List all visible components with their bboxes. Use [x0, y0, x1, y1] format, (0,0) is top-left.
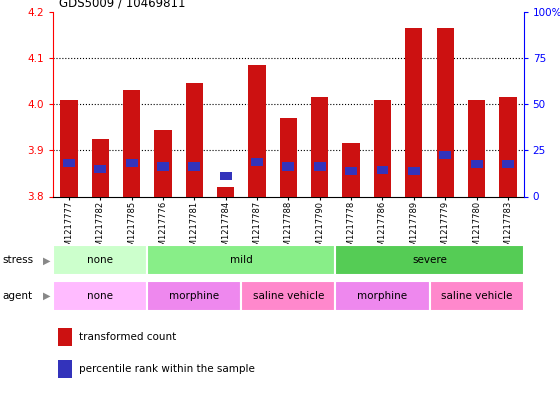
Bar: [58, 360, 72, 378]
Text: transformed count: transformed count: [79, 332, 176, 342]
Bar: [335, 245, 524, 275]
Bar: [157, 162, 169, 171]
Bar: [251, 158, 263, 166]
Bar: [220, 172, 232, 180]
Bar: [376, 166, 389, 174]
Bar: [405, 28, 422, 196]
Bar: [343, 143, 360, 196]
Bar: [186, 83, 203, 196]
Bar: [188, 162, 200, 171]
Text: agent: agent: [3, 291, 33, 301]
Text: ▶: ▶: [43, 291, 50, 301]
Bar: [92, 139, 109, 196]
Text: severe: severe: [412, 255, 447, 265]
Bar: [53, 245, 147, 275]
Text: ▶: ▶: [43, 255, 50, 265]
Text: morphine: morphine: [357, 291, 408, 301]
Bar: [217, 187, 234, 196]
Bar: [60, 99, 77, 196]
Text: percentile rank within the sample: percentile rank within the sample: [79, 364, 255, 374]
Bar: [94, 165, 106, 173]
Bar: [280, 118, 297, 196]
Bar: [241, 281, 335, 311]
Bar: [335, 281, 430, 311]
Bar: [125, 159, 138, 167]
Text: saline vehicle: saline vehicle: [441, 291, 512, 301]
Text: none: none: [87, 291, 113, 301]
Bar: [470, 160, 483, 168]
Text: mild: mild: [230, 255, 253, 265]
Text: morphine: morphine: [169, 291, 220, 301]
Bar: [500, 97, 516, 196]
Bar: [58, 328, 72, 346]
Bar: [345, 167, 357, 175]
Bar: [123, 90, 140, 196]
Bar: [147, 281, 241, 311]
Bar: [502, 160, 514, 168]
Bar: [314, 162, 326, 171]
Text: stress: stress: [3, 255, 34, 265]
Bar: [430, 281, 524, 311]
Bar: [282, 162, 295, 171]
Bar: [311, 97, 328, 196]
Bar: [408, 167, 420, 175]
Bar: [249, 65, 265, 196]
Text: GDS5009 / 10469811: GDS5009 / 10469811: [59, 0, 185, 10]
Bar: [63, 159, 75, 167]
Bar: [147, 245, 335, 275]
Text: saline vehicle: saline vehicle: [253, 291, 324, 301]
Bar: [53, 281, 147, 311]
Bar: [439, 151, 451, 159]
Bar: [374, 99, 391, 196]
Bar: [468, 99, 485, 196]
Text: none: none: [87, 255, 113, 265]
Bar: [155, 130, 171, 196]
Bar: [437, 28, 454, 196]
